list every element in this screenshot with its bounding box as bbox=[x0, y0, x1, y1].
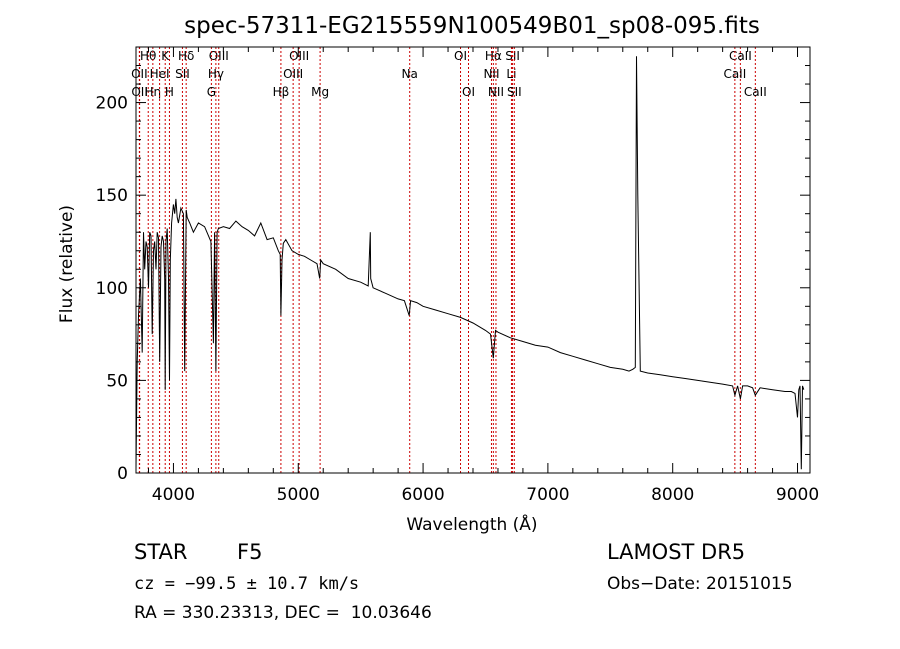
x-tick-label: 4000 bbox=[152, 485, 195, 505]
x-tick-label: 7000 bbox=[526, 485, 569, 505]
line-label-19: Hα bbox=[485, 49, 502, 63]
line-label-22: SII bbox=[505, 49, 520, 63]
line-label-6: H bbox=[165, 85, 174, 99]
y-axis-label: Flux (relative) bbox=[57, 205, 77, 323]
x-tick-label: 8000 bbox=[651, 485, 694, 505]
line-label-23: Li bbox=[506, 67, 516, 81]
ra-dec-coordinates: RA = 330.23313, DEC = 10.03646 bbox=[134, 603, 432, 623]
line-label-8: SII bbox=[175, 67, 190, 81]
axes: 4000 5000 6000 7000 8000 9000 0 50 100 150 200 bbox=[96, 47, 819, 505]
redshift-cz: cz = −99.5 ± 10.7 km/s bbox=[134, 574, 360, 594]
line-label-27: CaII bbox=[744, 85, 767, 99]
line-label-26: CaII bbox=[723, 67, 746, 81]
observation-date: Obs−Date: 20151015 bbox=[607, 574, 793, 594]
line-label-24: SII bbox=[507, 85, 522, 99]
line-label-25: CaII bbox=[729, 49, 752, 63]
chart-title: spec-57311-EG215559N100549B01_sp08-095.f… bbox=[184, 13, 760, 39]
line-label-9: OIII bbox=[209, 49, 229, 63]
line-label-14: OIII bbox=[283, 67, 303, 81]
x-tick-label: 6000 bbox=[401, 485, 444, 505]
y-tick-label: 150 bbox=[96, 186, 128, 206]
y-tick-label: 50 bbox=[106, 371, 128, 391]
x-tick-label: 9000 bbox=[776, 485, 819, 505]
plot-frame bbox=[135, 46, 811, 474]
spectrum-line bbox=[135, 56, 805, 470]
line-label-4: K bbox=[161, 49, 170, 63]
line-label-10: Hγ bbox=[208, 67, 224, 81]
y-tick-label: 200 bbox=[96, 94, 128, 114]
y-tick-label: 0 bbox=[117, 464, 128, 484]
y-tick-label: 100 bbox=[96, 279, 128, 299]
line-label-3: Hη bbox=[145, 85, 162, 99]
line-label-1: OII bbox=[131, 67, 148, 81]
line-label-15: Mg bbox=[311, 85, 329, 99]
object-class: STAR bbox=[134, 540, 188, 564]
survey-name: LAMOST DR5 bbox=[607, 540, 746, 564]
object-subclass: F5 bbox=[237, 540, 263, 564]
line-label-5: HeI bbox=[150, 67, 170, 81]
line-label-18: OI bbox=[462, 85, 475, 99]
line-label-16: Na bbox=[402, 67, 418, 81]
line-label-13: OIII bbox=[289, 49, 309, 63]
line-label-7: Hδ bbox=[178, 49, 194, 63]
line-label-11: G bbox=[207, 85, 216, 99]
line-label-17: OI bbox=[454, 49, 467, 63]
line-label-21: NII bbox=[488, 85, 504, 99]
line-label-0: Hθ bbox=[140, 49, 156, 63]
line-label-20: NII bbox=[483, 67, 499, 81]
line-label-2: OII bbox=[131, 85, 148, 99]
x-axis-label: Wavelength (Å) bbox=[406, 513, 537, 535]
x-tick-label: 5000 bbox=[277, 485, 320, 505]
line-label-12: Hβ bbox=[273, 85, 290, 99]
